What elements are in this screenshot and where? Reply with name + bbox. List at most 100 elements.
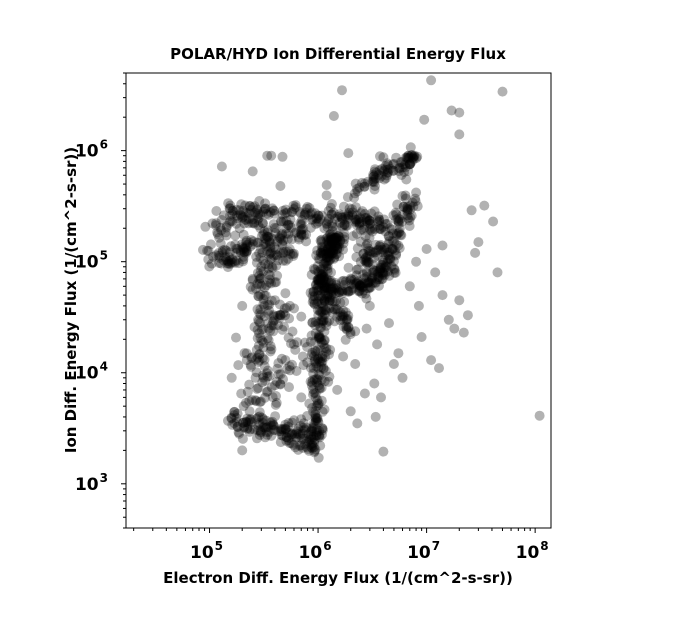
data-point (241, 416, 252, 427)
data-point (295, 218, 306, 229)
data-point (330, 232, 341, 243)
data-point (315, 273, 325, 284)
data-points (198, 75, 545, 463)
data-point (313, 417, 324, 428)
data-point (257, 370, 268, 381)
data-point (405, 200, 416, 211)
data-point (317, 423, 328, 434)
data-point (262, 318, 273, 329)
data-point (307, 440, 318, 451)
data-point (313, 216, 324, 227)
data-point (312, 261, 323, 272)
data-point (389, 267, 400, 278)
data-point (262, 371, 273, 382)
data-point (235, 209, 246, 220)
data-point (305, 222, 316, 233)
data-point (251, 367, 262, 378)
data-point (280, 424, 291, 434)
data-point (316, 375, 327, 385)
data-point (296, 229, 307, 240)
data-point (328, 233, 339, 244)
data-point (258, 418, 268, 428)
data-point (369, 206, 380, 217)
data-point (323, 239, 334, 249)
data-point (252, 433, 262, 444)
data-point (225, 200, 236, 211)
data-point (309, 437, 320, 448)
data-point (258, 414, 269, 425)
data-point (329, 213, 340, 224)
data-point (249, 322, 260, 332)
data-point (230, 239, 241, 250)
data-point (269, 208, 280, 219)
data-point (366, 275, 377, 286)
data-point (301, 203, 312, 214)
data-point (252, 324, 263, 335)
data-point (280, 246, 291, 257)
data-point (351, 277, 362, 288)
data-point (277, 430, 288, 441)
data-point (285, 427, 295, 438)
data-point (227, 205, 238, 216)
data-point (284, 244, 295, 254)
data-point (255, 304, 266, 315)
data-point (297, 428, 308, 439)
data-point (254, 308, 265, 319)
data-point (366, 274, 377, 285)
data-point (315, 235, 326, 246)
data-point (393, 240, 404, 251)
data-point (255, 333, 266, 343)
data-point (298, 425, 309, 436)
data-point (287, 206, 297, 217)
data-point (214, 252, 225, 263)
data-point (255, 209, 265, 220)
data-point (404, 152, 415, 162)
data-point (355, 224, 366, 235)
data-point (362, 176, 373, 187)
data-point (269, 277, 280, 288)
data-point (276, 430, 287, 441)
data-point (262, 386, 273, 397)
data-point (252, 205, 263, 216)
data-point (262, 422, 273, 433)
data-point (343, 322, 354, 333)
data-point (407, 153, 418, 164)
data-point (298, 230, 309, 241)
data-point (338, 311, 349, 322)
data-point (343, 310, 354, 321)
data-point (277, 239, 288, 250)
data-point (253, 213, 264, 224)
data-point (283, 332, 294, 343)
data-point (310, 345, 321, 356)
data-point (318, 364, 329, 374)
data-point (325, 240, 336, 251)
data-point (337, 221, 348, 232)
data-point (295, 208, 306, 219)
data-point (312, 266, 323, 277)
data-point (255, 425, 265, 436)
data-point (362, 243, 373, 254)
data-point (314, 333, 325, 344)
data-point (326, 234, 337, 245)
data-point (370, 173, 381, 184)
data-point (348, 283, 359, 294)
data-point (330, 232, 341, 243)
data-point (288, 439, 299, 450)
data-point (313, 452, 324, 463)
data-point (242, 423, 253, 434)
data-point (241, 246, 252, 257)
data-point (345, 329, 356, 340)
data-point (449, 323, 460, 334)
data-point (260, 238, 271, 249)
data-point (224, 247, 235, 258)
data-point (316, 268, 326, 279)
data-point (275, 437, 286, 448)
data-point (409, 151, 419, 162)
data-point (264, 237, 275, 248)
data-point (270, 399, 281, 410)
data-point (306, 442, 317, 453)
data-point (343, 148, 354, 159)
data-point (241, 235, 252, 246)
data-point (272, 250, 283, 261)
data-point (388, 159, 398, 170)
